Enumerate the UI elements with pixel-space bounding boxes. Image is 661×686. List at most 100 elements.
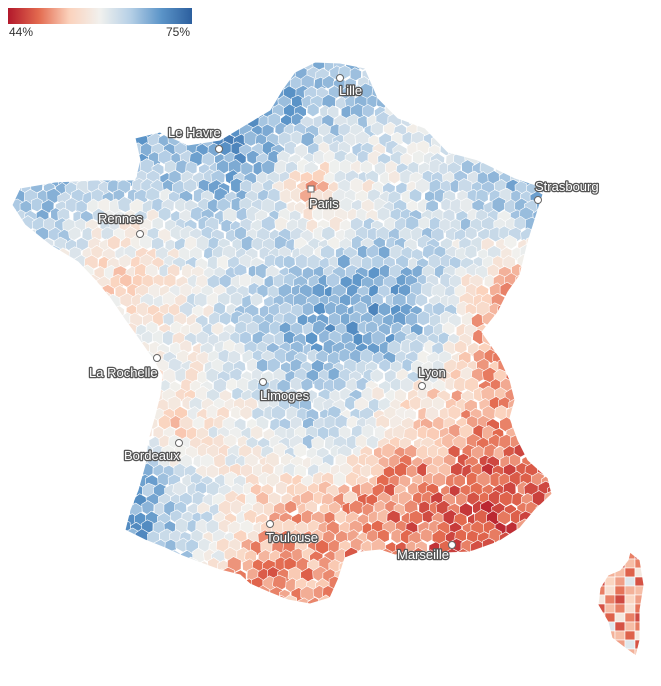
district-cell <box>198 105 211 120</box>
district-cell <box>497 77 511 92</box>
district-cell <box>185 102 199 118</box>
district-cell <box>68 455 84 472</box>
district-cell <box>146 588 161 604</box>
district-cell <box>12 594 22 604</box>
district-cell <box>65 292 79 307</box>
district-cell <box>98 84 113 100</box>
district-cell <box>220 597 233 604</box>
district-cell <box>51 521 66 537</box>
district-cell <box>207 104 222 121</box>
district-cell <box>140 105 153 120</box>
district-cell <box>15 494 29 509</box>
district-cell <box>543 247 552 263</box>
district-cell <box>12 453 18 468</box>
district-cell <box>74 426 88 442</box>
city-marker-limoges[interactable]: Limoges <box>259 378 311 404</box>
district-cell <box>12 483 23 499</box>
district-cell <box>624 576 636 587</box>
district-cell <box>227 64 243 82</box>
district-cell <box>492 575 508 592</box>
district-cell <box>508 340 522 355</box>
city-marker-le-havre[interactable]: Le Havre <box>167 124 223 153</box>
district-cell <box>645 649 655 658</box>
district-cell <box>96 446 111 462</box>
district-cell <box>410 95 425 112</box>
district-cell <box>52 575 66 591</box>
district-cell <box>525 347 541 365</box>
district-cell <box>98 350 113 367</box>
city-marker-toulouse[interactable]: Toulouse <box>265 520 319 546</box>
district-cell <box>460 86 476 103</box>
district-cell <box>12 358 18 373</box>
district-cell <box>245 97 259 112</box>
district-cell <box>91 491 107 509</box>
district-cell <box>12 85 14 100</box>
district-cell <box>615 658 625 667</box>
district-cell <box>87 387 101 403</box>
city-marker-strasbourg[interactable]: Strasbourg <box>534 178 600 204</box>
district-cell <box>382 576 397 592</box>
district-cell <box>100 340 116 358</box>
district-cell <box>84 594 99 604</box>
district-cell <box>224 114 240 131</box>
district-cell <box>467 77 481 93</box>
district-cell <box>119 426 134 442</box>
district-cell <box>447 575 462 591</box>
district-cell <box>212 62 227 73</box>
district-cell <box>500 565 515 582</box>
city-marker-lille[interactable]: Lille <box>336 74 363 99</box>
district-cell <box>460 64 476 81</box>
city-marker-bordeaux[interactable]: Bordeaux <box>123 439 183 464</box>
district-cell <box>27 492 41 507</box>
district-cell <box>510 360 524 375</box>
city-marker-la-rochelle[interactable]: La Rochelle <box>88 354 161 381</box>
district-cell <box>12 84 25 100</box>
city-marker-lyon[interactable]: Lyon <box>417 364 447 390</box>
district-cell <box>145 377 159 394</box>
district-cell <box>499 321 514 338</box>
district-cell <box>104 567 119 584</box>
district-cell <box>13 587 29 604</box>
district-cell <box>42 294 57 310</box>
district-cell <box>234 95 249 111</box>
district-cell <box>72 502 88 518</box>
district-cell <box>197 86 212 103</box>
district-cell <box>448 86 462 102</box>
district-cell <box>125 474 141 491</box>
district-cell <box>65 311 78 326</box>
district-cell <box>37 92 52 109</box>
district-cell <box>371 576 387 593</box>
district-cell <box>109 484 123 500</box>
district-cell <box>514 102 530 120</box>
district-cell <box>521 361 535 376</box>
district-cell <box>135 75 149 91</box>
city-marker-rennes[interactable]: Rennes <box>97 210 145 238</box>
district-cell <box>538 124 552 139</box>
district-cell <box>505 46 518 60</box>
district-cell <box>516 540 531 557</box>
district-cell <box>348 594 363 604</box>
district-cell <box>69 320 85 337</box>
district-cell <box>240 84 255 101</box>
district-cell <box>161 65 175 80</box>
city-marker-marseille[interactable]: Marseille <box>396 541 456 563</box>
district-cell <box>44 578 58 593</box>
district-cell <box>357 568 371 583</box>
district-cell <box>544 62 552 72</box>
district-cell <box>41 539 55 554</box>
district-cell <box>27 132 41 148</box>
district-cell <box>60 74 74 90</box>
district-cell <box>514 369 528 385</box>
district-cell <box>96 68 111 83</box>
district-cell <box>31 427 44 442</box>
district-cell <box>53 275 68 291</box>
city-dot <box>534 196 542 204</box>
district-cell <box>624 603 636 614</box>
district-cell <box>12 370 13 387</box>
district-cell <box>113 584 127 601</box>
district-cell <box>18 329 34 346</box>
district-cell <box>528 275 542 290</box>
district-cell <box>384 83 400 101</box>
city-marker-paris[interactable]: Paris <box>307 185 340 212</box>
